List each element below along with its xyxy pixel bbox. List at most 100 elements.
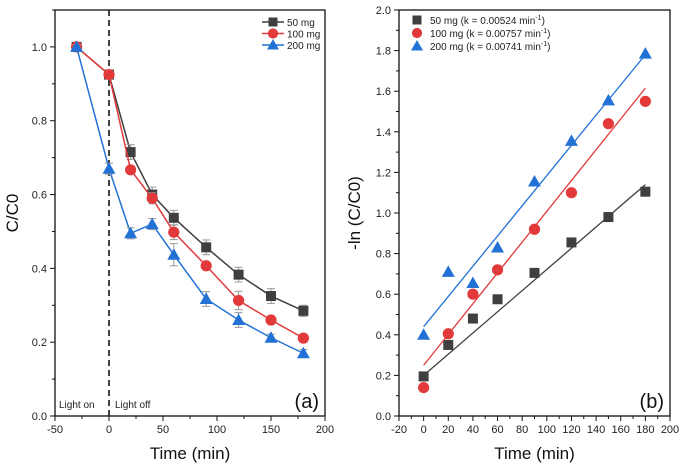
y-tick-label: 0.2 <box>32 337 47 349</box>
series-square <box>418 184 651 382</box>
data-point <box>467 288 479 300</box>
data-point <box>640 186 651 197</box>
data-point <box>168 226 180 238</box>
fit-line <box>423 54 646 328</box>
x-tick-label: 180 <box>636 424 654 436</box>
light-off-label: Light off <box>115 400 151 411</box>
data-point <box>442 328 454 340</box>
legend-marker <box>268 17 278 27</box>
y-tick-label: 1.4 <box>376 127 391 139</box>
data-point <box>566 237 577 248</box>
series-square <box>71 41 309 317</box>
data-point <box>297 332 309 344</box>
plot-frame <box>54 9 326 417</box>
data-point <box>418 371 429 382</box>
legend-label: 100 mg (k = 0.00757 min-1) <box>430 28 550 40</box>
data-point <box>102 162 116 174</box>
close-paren: ) <box>542 16 545 27</box>
y-tick-label: 0.8 <box>376 249 391 261</box>
data-point <box>298 305 309 316</box>
x-tick-label: 150 <box>262 424 280 436</box>
y-axis-label: -ln (C/C0) <box>345 176 364 250</box>
y-tick-label: 1.0 <box>32 42 47 54</box>
data-point <box>125 147 136 158</box>
x-tick-label: -50 <box>47 424 63 436</box>
data-point <box>492 294 503 305</box>
data-point <box>601 93 615 106</box>
series-triangle <box>70 40 310 359</box>
data-point <box>441 265 455 277</box>
y-tick-label: 1.2 <box>376 167 391 179</box>
x-tick-label: -20 <box>391 424 407 436</box>
legend-label: 200 mg <box>287 41 320 52</box>
x-tick-label: 200 <box>661 424 679 436</box>
data-point <box>528 223 541 235</box>
data-point <box>296 346 310 359</box>
chart-b: -20 0 20 40 60 80 100 120 140 160 180 200 0.0 0.2 0.4 0… <box>345 5 679 463</box>
y-tick-label: 1.8 <box>376 46 391 58</box>
x-tick-label: 200 <box>316 424 334 436</box>
data-point <box>602 118 615 130</box>
close-paren: ) <box>547 29 550 40</box>
data-point <box>528 175 541 187</box>
data-point <box>266 291 276 302</box>
x-tick-label: 50 <box>157 424 169 436</box>
x-tick-label: 160 <box>612 424 630 436</box>
legend-label: 100 mg <box>287 30 320 41</box>
panel-label: (b) <box>640 391 664 413</box>
y-tick-label: 2.0 <box>376 5 391 17</box>
data-point <box>167 248 181 260</box>
y-axis-label: C/C0 <box>3 194 22 233</box>
y-tick-label: 1.6 <box>376 86 391 98</box>
legend-marker <box>412 15 422 25</box>
y-tick-label: 0.2 <box>376 370 391 382</box>
data-point <box>200 260 212 272</box>
x-tick-label: 20 <box>442 424 454 436</box>
legend-marker <box>411 27 423 39</box>
data-point <box>103 68 115 81</box>
chart-a: -50 0 50 100 150 200 0.0 0.2 0.4 0.6 0.8 1.0 Time (m… <box>3 9 334 463</box>
data-point <box>145 217 159 230</box>
series-line <box>76 46 304 312</box>
superscript: -1 <box>535 15 541 22</box>
y-tick-label: 0.6 <box>376 289 391 301</box>
legend-label: 50 mg <box>287 18 315 29</box>
data-point <box>603 212 614 223</box>
x-tick-label: 0 <box>421 424 427 436</box>
data-point <box>199 292 213 304</box>
x-tick-label: 120 <box>562 424 580 436</box>
data-point <box>264 331 278 343</box>
data-point <box>232 313 246 326</box>
data-point <box>491 241 505 253</box>
data-point <box>201 242 212 253</box>
data-point <box>564 134 578 146</box>
close-paren: ) <box>547 42 550 53</box>
data-point <box>443 339 454 350</box>
data-point <box>70 40 84 52</box>
y-tick-label: 0.0 <box>32 411 47 423</box>
y-tick-label: 0.4 <box>376 330 391 342</box>
plot-frame <box>398 9 671 417</box>
data-point <box>565 187 578 199</box>
data-point <box>233 269 244 280</box>
x-tick-label: 60 <box>491 424 503 436</box>
legend-label: 50 mg (k = 0.00524 min-1) <box>430 15 545 27</box>
x-axis-label: Time (min) <box>494 444 575 463</box>
y-tick-label: 0.6 <box>32 190 47 202</box>
data-point <box>638 47 652 59</box>
x-tick-label: 40 <box>467 424 479 436</box>
x-tick-label: 0 <box>106 424 112 436</box>
data-point <box>124 226 138 239</box>
x-axis-label: Time (min) <box>150 444 231 463</box>
data-point <box>146 192 158 204</box>
y-tick-label: 1.0 <box>376 208 391 220</box>
data-point <box>417 328 431 340</box>
legend-marker <box>267 28 279 39</box>
x-tick-label: 100 <box>208 424 226 436</box>
data-point <box>491 264 504 276</box>
superscript: -1 <box>541 28 547 35</box>
series-circle <box>418 87 651 394</box>
data-point <box>467 313 478 324</box>
data-point <box>466 276 480 289</box>
